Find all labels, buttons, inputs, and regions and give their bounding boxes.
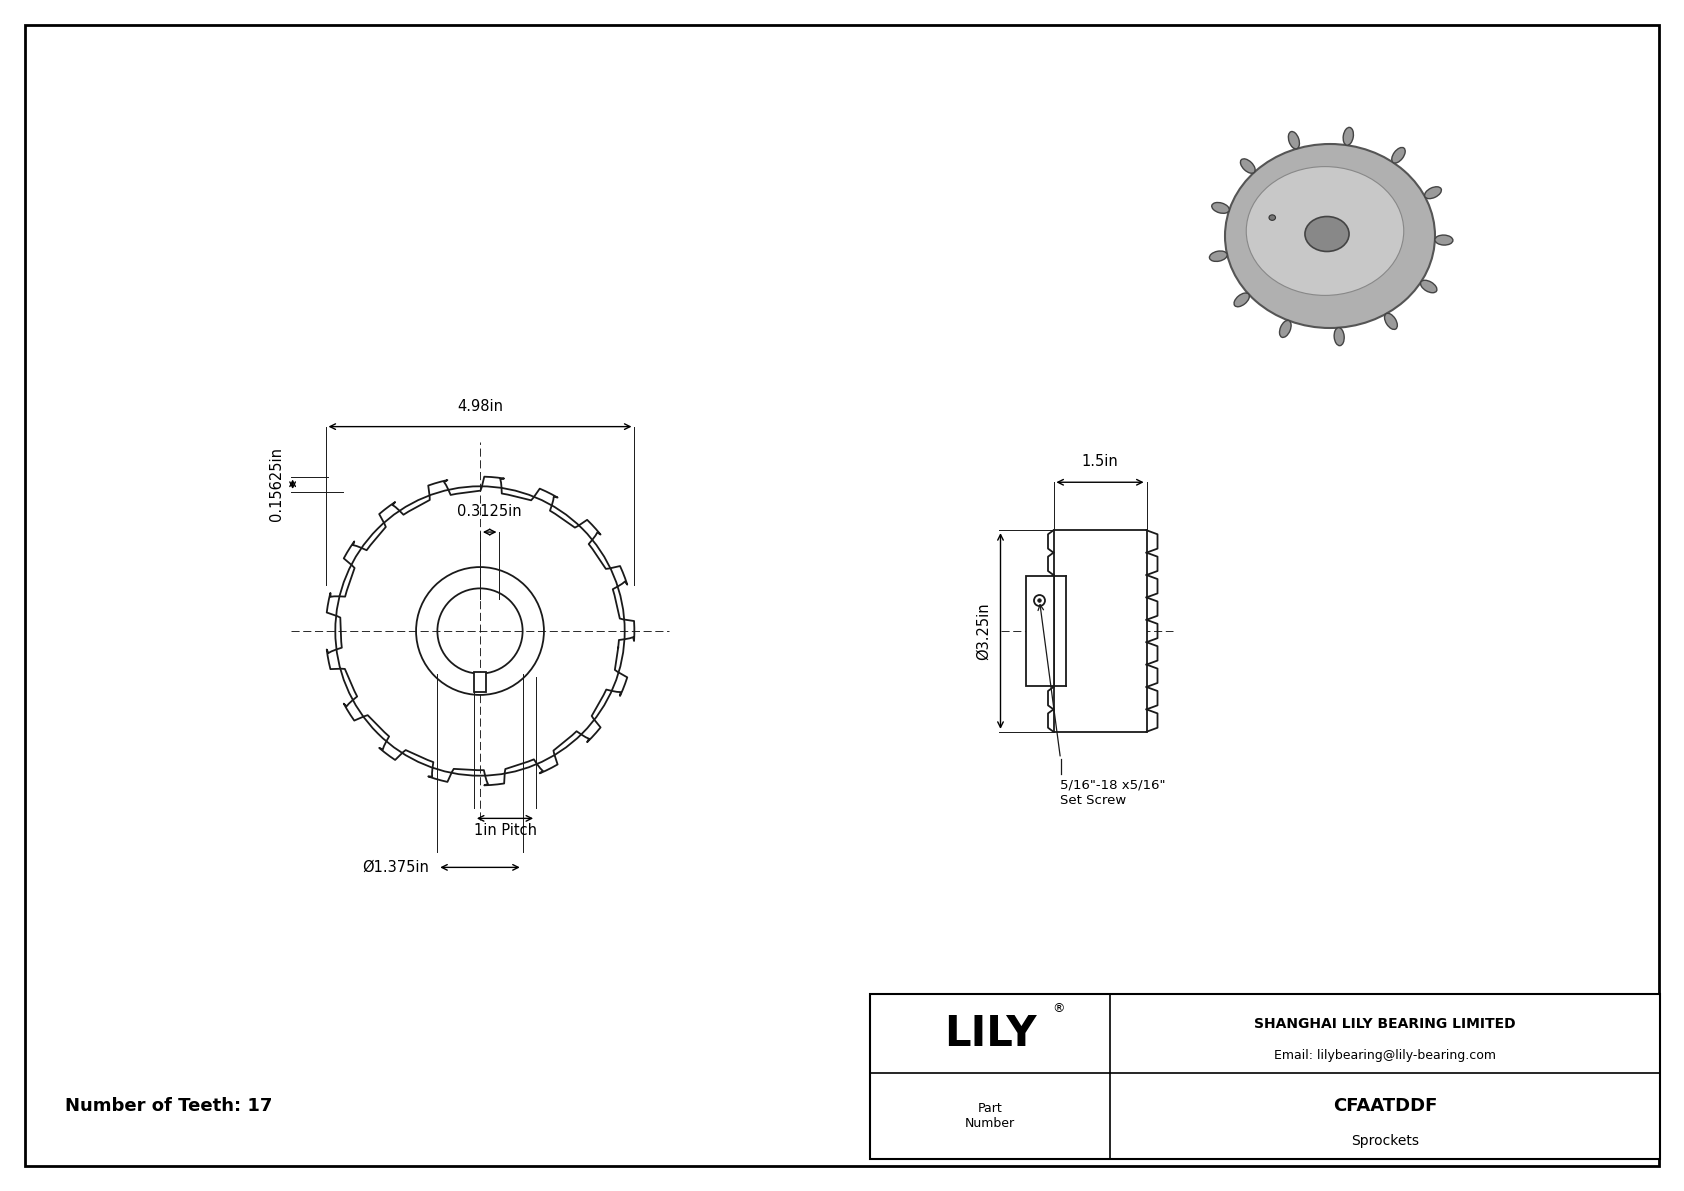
Ellipse shape — [1391, 148, 1404, 163]
Text: Ø3.25in: Ø3.25in — [975, 603, 990, 660]
Text: SHANGHAI LILY BEARING LIMITED: SHANGHAI LILY BEARING LIMITED — [1255, 1017, 1516, 1030]
Text: 0.3125in: 0.3125in — [458, 504, 522, 519]
Bar — [1054, 530, 1147, 731]
Ellipse shape — [1234, 293, 1250, 307]
Text: 4.98in: 4.98in — [456, 399, 504, 413]
Text: 1in Pitch: 1in Pitch — [473, 823, 537, 838]
Bar — [871, 994, 1660, 1159]
Text: 0.15625in: 0.15625in — [269, 447, 283, 522]
Ellipse shape — [1425, 187, 1442, 199]
Ellipse shape — [1334, 328, 1344, 345]
Circle shape — [1037, 599, 1041, 603]
Bar — [473, 672, 487, 692]
Ellipse shape — [1384, 313, 1398, 330]
Ellipse shape — [1270, 214, 1275, 220]
Text: CFAATDDF: CFAATDDF — [1332, 1097, 1436, 1115]
Text: 1.5in: 1.5in — [1081, 454, 1118, 469]
Ellipse shape — [1212, 202, 1229, 213]
Text: LILY: LILY — [943, 1012, 1036, 1054]
Ellipse shape — [1246, 167, 1404, 295]
Ellipse shape — [1344, 127, 1354, 145]
Text: Email: lilybearing@lily-bearing.com: Email: lilybearing@lily-bearing.com — [1275, 1048, 1495, 1061]
Text: ®: ® — [1052, 1002, 1064, 1015]
Ellipse shape — [1305, 217, 1349, 251]
Bar — [1026, 575, 1054, 686]
Text: Ø1.375in: Ø1.375in — [362, 860, 429, 875]
Text: Part
Number: Part Number — [965, 1102, 1015, 1130]
Text: 5/16"-18 x5/16"
Set Screw: 5/16"-18 x5/16" Set Screw — [1061, 779, 1165, 806]
Text: Sprockets: Sprockets — [1351, 1134, 1420, 1148]
Ellipse shape — [1224, 144, 1435, 328]
Ellipse shape — [1241, 158, 1255, 173]
Text: Number of Teeth: 17: Number of Teeth: 17 — [66, 1097, 273, 1115]
Ellipse shape — [1209, 251, 1228, 261]
Ellipse shape — [1280, 320, 1292, 337]
Ellipse shape — [1435, 235, 1453, 245]
Ellipse shape — [1421, 280, 1436, 293]
Ellipse shape — [1288, 131, 1300, 149]
